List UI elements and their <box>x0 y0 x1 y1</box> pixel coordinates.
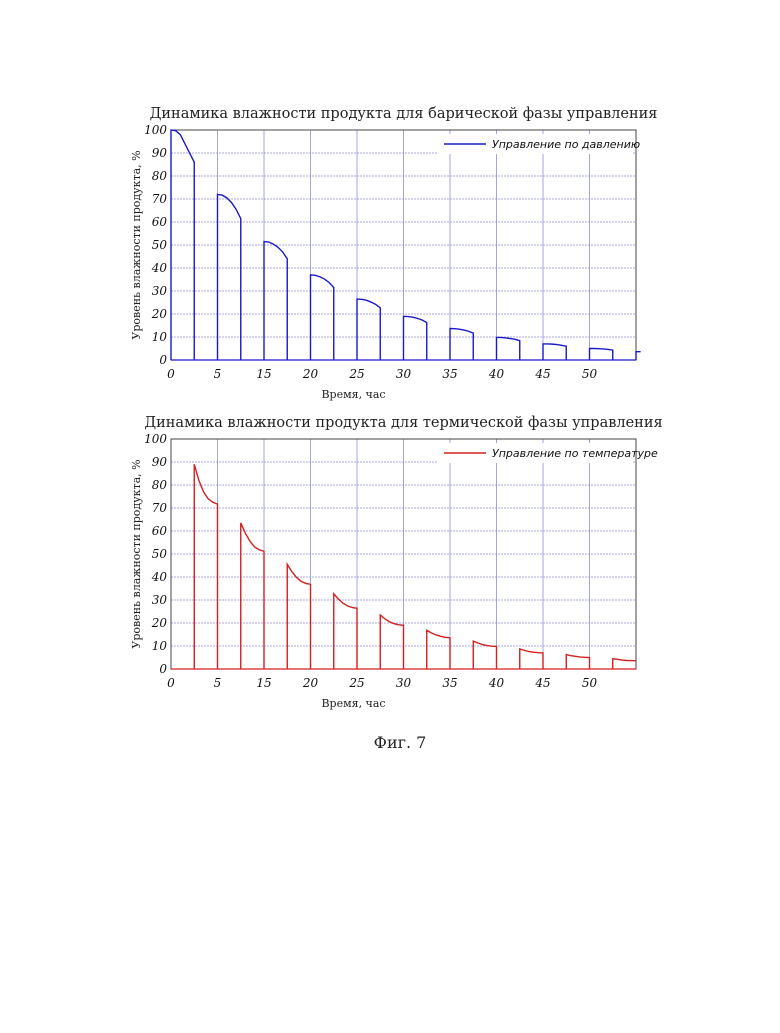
series-segment <box>543 344 566 360</box>
series-segment <box>218 194 241 360</box>
series-segment <box>264 242 287 360</box>
y-tick-label: 0 <box>159 662 167 676</box>
series-segment <box>636 352 641 360</box>
x-axis-label: Время, час <box>321 388 385 401</box>
x-tick-label: 45 <box>534 676 550 690</box>
y-tick-label: 80 <box>152 169 168 183</box>
x-tick-label: 5 <box>214 676 222 690</box>
chart-barometric-phase: Динамика влажности продукта для барическ… <box>0 96 780 406</box>
legend-label: Управление по температуре <box>492 447 658 460</box>
y-tick-label: 10 <box>152 639 168 653</box>
y-axis-label: Уровень влажности продукта, % <box>130 150 143 339</box>
x-tick-label: 30 <box>396 676 412 690</box>
y-tick-label: 60 <box>152 215 168 229</box>
series-segment <box>450 328 473 360</box>
y-tick-label: 40 <box>151 261 168 275</box>
y-tick-label: 40 <box>151 570 168 584</box>
y-tick-label: 70 <box>152 192 168 206</box>
y-tick-label: 90 <box>152 455 168 469</box>
y-tick-label: 100 <box>144 123 167 137</box>
x-tick-label: 35 <box>442 367 457 381</box>
figure-caption: Фиг. 7 <box>0 733 780 752</box>
series-segment <box>497 337 520 360</box>
x-tick-label: 45 <box>534 367 550 381</box>
series-segment <box>241 523 264 669</box>
x-tick-label: 15 <box>256 676 271 690</box>
legend-label: Управление по давлению <box>492 138 640 151</box>
x-tick-label: 0 <box>167 676 175 690</box>
chart-svg: Динамика влажности продукта для термичес… <box>0 405 780 715</box>
y-tick-label: 30 <box>152 593 168 607</box>
x-tick-label: 35 <box>442 676 457 690</box>
series-segment <box>590 349 613 361</box>
x-tick-label: 40 <box>488 367 505 381</box>
y-tick-label: 60 <box>152 524 168 538</box>
y-tick-label: 20 <box>151 307 168 321</box>
y-tick-label: 30 <box>152 284 168 298</box>
legend: Управление по давлению <box>438 134 640 154</box>
x-tick-label: 25 <box>348 676 364 690</box>
x-tick-label: 40 <box>488 676 505 690</box>
series-segment <box>287 564 310 669</box>
y-tick-label: 50 <box>152 547 168 561</box>
series-segment <box>613 659 636 669</box>
series-segment <box>473 641 496 669</box>
chart-svg: Динамика влажности продукта для барическ… <box>0 96 780 406</box>
y-tick-label: 50 <box>152 238 168 252</box>
y-tick-label: 90 <box>152 146 168 160</box>
series-segment <box>334 594 357 669</box>
series-segment <box>427 630 450 669</box>
x-tick-label: 20 <box>302 676 319 690</box>
series-segment <box>311 275 334 360</box>
series-segment <box>357 299 380 360</box>
legend: Управление по температуре <box>438 443 658 463</box>
series-segment <box>566 655 589 669</box>
x-tick-label: 25 <box>348 367 364 381</box>
y-tick-label: 10 <box>152 330 168 344</box>
series-segment <box>520 649 543 669</box>
x-axis-label: Время, час <box>321 697 385 710</box>
x-tick-label: 15 <box>256 367 271 381</box>
chart-title: Динамика влажности продукта для термичес… <box>144 415 662 431</box>
y-tick-label: 70 <box>152 501 168 515</box>
series-segment <box>194 464 217 669</box>
chart-thermal-phase: Динамика влажности продукта для термичес… <box>0 405 780 715</box>
y-tick-label: 80 <box>152 478 168 492</box>
x-tick-label: 50 <box>582 676 598 690</box>
y-axis-label: Уровень влажности продукта, % <box>130 459 143 648</box>
x-tick-label: 20 <box>302 367 319 381</box>
x-tick-label: 50 <box>582 367 598 381</box>
x-tick-label: 5 <box>214 367 222 381</box>
chart-title: Динамика влажности продукта для барическ… <box>150 106 658 122</box>
y-tick-label: 20 <box>151 616 168 630</box>
x-tick-label: 0 <box>167 367 175 381</box>
x-tick-label: 30 <box>396 367 412 381</box>
y-tick-label: 0 <box>159 353 167 367</box>
y-tick-label: 100 <box>144 432 167 446</box>
series-segment <box>404 316 427 360</box>
